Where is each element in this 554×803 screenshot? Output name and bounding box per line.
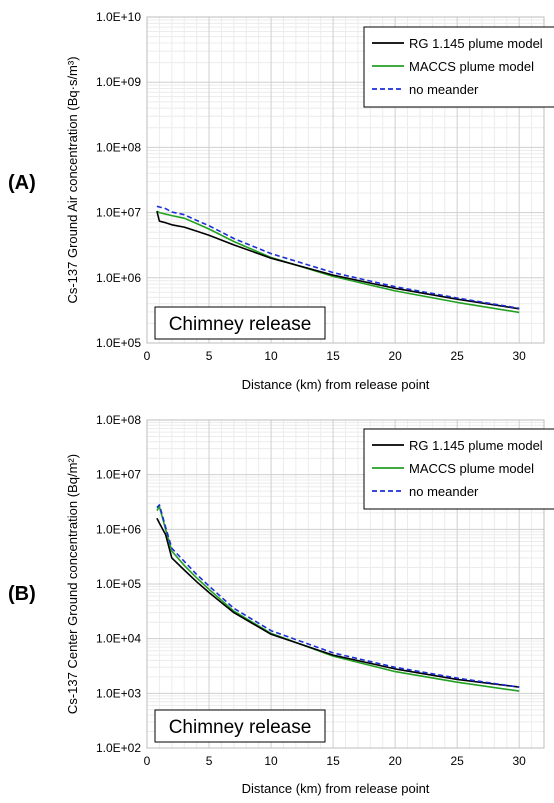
chart-b-plot-area [146,419,545,749]
chart-a-y-tick-label: 1.0E+09 [96,75,141,89]
chart-a-legend: RG 1.145 plume model MACCS plume model no … [363,26,554,108]
chart-a-annotation-text: Chimney release [169,314,312,335]
chart-a-plot-area [146,16,545,344]
chart-b-x-tick-label: 0 [144,754,151,768]
chart-b-y-tick-label: 1.0E+06 [96,522,141,536]
chart-a-x-tick-label: 25 [450,349,464,363]
chart-b-legend-label: RG 1.145 plume model [409,438,543,453]
chart-a-x-tick-label: 5 [206,349,213,363]
chart-b-x-tick-label: 25 [450,754,464,768]
chart-a-y-tick-label: 1.0E+05 [96,336,141,350]
chart-b-legend-box [363,428,554,510]
chart-b-x-axis-title: Distance (km) from release point [242,781,430,796]
chart-a-x-tick-label: 10 [264,349,278,363]
chart-b-annotation-text: Chimney release [169,717,312,738]
chart-b-series-line-rg-1-145-plume-model [156,517,520,688]
chart-a-ground-air-concentration: 1.0E+05 1.0E+06 1.0E+07 1.0E+08 1.0E+09 1.0E+… [65,10,554,392]
chart-b-series-line-no-meander [156,504,520,688]
chart-a-annotation: Chimney release [154,306,326,340]
chart-a-series-line-maccs-plume-model [156,210,520,314]
chart-b-center-ground-concentration: 1.0E+02 1.0E+03 1.0E+04 1.0E+05 1.0E+06 1.0E+… [65,413,554,796]
chart-b-legend-label: no meander [409,484,479,499]
chart-b-y-tick-label: 1.0E+02 [96,741,141,755]
chart-b-x-tick-label: 5 [206,754,213,768]
chart-a-x-axis-title: Distance (km) from release point [242,377,430,392]
chart-a-y-tick-label: 1.0E+10 [96,10,141,24]
chart-b-y-tick-label: 1.0E+05 [96,577,141,591]
chart-b-legend: RG 1.145 plume model MACCS plume model no … [363,428,554,510]
chart-a-legend-label: RG 1.145 plume model [409,36,543,51]
chart-b-annotation-box [154,709,326,743]
chart-a-y-axis-title: Cs-137 Ground Air concentration (Bq·s/m³… [65,56,80,303]
chart-a-y-tick-label: 1.0E+07 [96,206,141,220]
chart-a-legend-box [363,26,554,108]
chart-b-y-tick-label: 1.0E+04 [96,632,141,646]
chart-b-x-tick-label: 15 [326,754,340,768]
chart-a-x-tick-label: 20 [388,349,402,363]
panel-label-b: (B) [8,583,36,605]
chart-b-annotation: Chimney release [154,709,326,743]
chart-a-series-line-rg-1-145-plume-model [156,211,520,310]
chart-a-legend-label: no meander [409,82,479,97]
chart-b-legend-label: MACCS plume model [409,461,534,476]
chart-a-y-tick-label: 1.0E+06 [96,271,141,285]
panel-label-a: (A) [8,172,36,194]
chart-b-x-tick-label: 10 [264,754,278,768]
chart-b-y-tick-label: 1.0E+03 [96,686,141,700]
chart-a-annotation-box [154,306,326,340]
chart-a-legend-label: MACCS plume model [409,59,534,74]
chart-b-y-axis-title: Cs-137 Center Ground concentration (Bq/m… [65,454,80,714]
chart-a-x-tick-label: 15 [326,349,340,363]
chart-a-x-tick-label: 0 [144,349,151,363]
chart-a-y-tick-label: 1.0E+08 [96,140,141,154]
chart-b-y-tick-label: 1.0E+07 [96,468,141,482]
chart-a-series-line-no-meander [156,205,520,310]
chart-b-x-tick-label: 30 [513,754,527,768]
chart-b-y-tick-label: 1.0E+08 [96,413,141,427]
chart-b-x-tick-label: 20 [388,754,402,768]
chart-a-x-tick-label: 30 [513,349,527,363]
